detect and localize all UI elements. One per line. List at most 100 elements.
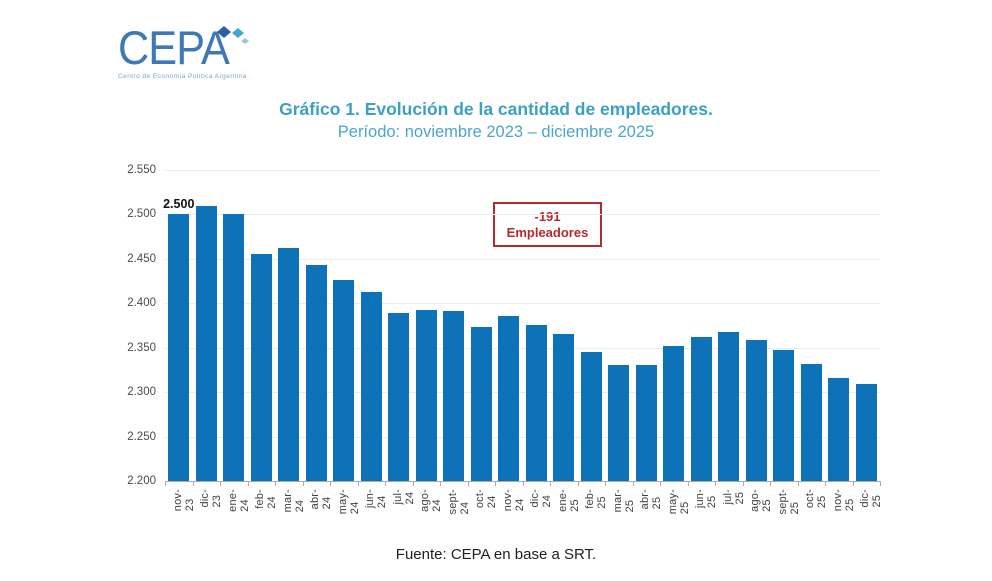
y-tick-label: 2.500 [127,208,156,221]
y-tick-label: 2.550 [127,164,156,176]
bar [800,363,822,481]
gridline [165,214,880,216]
chart-subtitle: Período: noviembre 2023 – diciembre 2025 [337,123,655,141]
gridline [165,392,880,394]
axis-tick [880,482,881,486]
axis-tick [302,482,304,486]
axis-tick [742,482,744,486]
axis-tick [495,482,496,486]
x-tick-label: sept-25 [776,489,801,515]
annotation-box: -191 Empleadores [493,202,602,247]
x-tick-label: nov-24 [501,489,526,512]
axis-tick [825,482,826,486]
bar [333,280,355,481]
bar [168,214,190,481]
logo-diamond-icon [214,26,252,55]
y-tick-label: 2.200 [127,475,156,487]
x-tick-label: jun-25 [694,489,719,509]
bar [415,310,437,481]
bar [250,253,272,481]
bar [388,313,410,481]
axis-tick [192,482,194,486]
axis-tick [632,482,634,486]
x-tick-label: ene-24 [226,489,251,512]
bar [608,364,630,481]
x-tick-label: may-25 [666,489,691,515]
bar [580,352,602,481]
x-tick-label: ene-25 [556,489,581,512]
title-block: Gráfico 1. Evolución de la cantidad de e… [0,97,992,144]
x-tick-label: mar-24 [281,489,306,513]
bar-value-label: 2.500 [163,197,195,212]
x-tick-label: jul-25 [721,489,746,505]
axis-tick [797,482,799,486]
bar [635,364,657,481]
x-tick-label: ago-24 [419,489,444,512]
gridline [165,436,880,438]
bar [360,291,382,481]
axis-tick [550,482,551,486]
axis-tick [165,482,166,486]
annotation-label: Empleadores [506,224,589,240]
x-tick-label: jul-24 [391,489,416,505]
x-tick-label: mar-25 [611,489,636,513]
x-tick-label: sept-24 [446,489,471,515]
axis-tick [220,482,221,486]
axis-tick [357,482,359,486]
axis-tick [687,482,689,486]
bar [745,339,767,481]
x-tick-label: dic-24 [529,489,554,508]
y-tick-label: 2.450 [127,252,156,265]
bar [305,265,327,481]
x-tick-label: nov-23 [171,489,196,512]
bar [443,311,465,481]
logo-text: CEPA [118,21,230,74]
x-tick-label: dic-23 [199,489,224,508]
axis-tick [440,482,441,486]
bar [223,213,245,481]
logo-tagline: Centro de Economía Política Argentina [118,73,247,80]
bar [553,334,575,481]
bar [663,345,685,481]
bar [195,206,217,481]
axis-tick [660,482,661,486]
x-tick-label: oct-24 [474,489,499,509]
annotation-value: -191 [534,208,561,224]
y-tick-label: 2.350 [127,341,156,354]
axis-tick [385,482,386,486]
bar [525,324,547,481]
bar [690,337,712,481]
x-tick-label: dic-25 [859,489,884,508]
bar [278,248,300,481]
x-axis-line [165,481,881,482]
axis-tick [330,482,331,486]
x-tick-label: oct-25 [804,489,829,509]
gridline [165,347,880,349]
y-tick-label: 2.400 [127,297,156,310]
bar [470,327,492,481]
source-note: Fuente: CEPA en base a SRT. [395,546,597,563]
gridline [165,303,880,305]
axis-tick [412,482,414,486]
x-tick-label: may-24 [336,489,361,515]
chart-title: Gráfico 1. Evolución de la cantidad de e… [279,99,713,119]
axis-tick [715,482,716,486]
x-tick-label: nov-25 [831,489,856,512]
axis-tick [522,482,524,486]
x-tick-label: abr-25 [639,489,664,510]
axis-tick [467,482,469,486]
bar [828,377,850,481]
x-tick-label: jun-24 [364,489,389,509]
axis-tick [605,482,606,486]
bar [718,331,740,481]
x-tick-label: abr-24 [309,489,334,510]
bar-chart: 2.500 -191 Empleadores 2.550 2.500 2.450 2.… [127,164,883,514]
bar [773,350,795,481]
axis-tick [852,482,854,486]
x-tick-label: ago-25 [749,489,774,512]
axis-tick [577,482,579,486]
gridline [165,258,880,260]
axis-tick [770,482,771,486]
x-tick-label: feb-25 [584,489,609,509]
bar [855,384,877,481]
